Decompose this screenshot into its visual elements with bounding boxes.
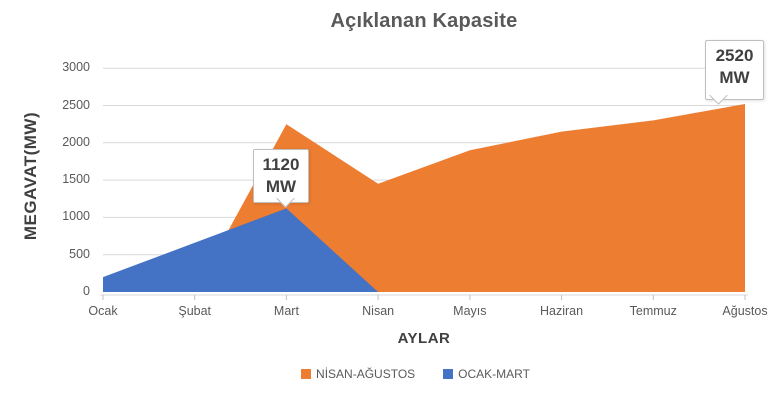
series-area-ni-san-a-ustos [194,104,745,292]
x-tick-label: Ağustos [722,304,768,318]
y-tick-label: 3000 [62,60,90,75]
legend-label: NİSAN-AĞUSTOS [316,367,416,381]
legend-item-ocak-mart: OCAK-MART [443,367,530,381]
legend-swatch [301,369,312,379]
x-tick-label: Şubat [178,304,212,318]
x-tick-label: Ocak [88,304,118,318]
x-tick-label: Mart [273,304,299,318]
y-tick-label: 2000 [62,134,90,149]
x-axis-title: AYLAR [397,330,451,347]
legend-swatch [443,369,454,379]
callout-unit: MW [265,177,297,196]
callout-value: 2520 [715,46,754,65]
chart-title: Açıklanan Kapasite [330,10,518,32]
callout-value: 1120 [262,155,300,174]
y-tick-label: 1500 [62,172,90,187]
series-area-ocak-mart [103,208,379,292]
y-tick-label: 2500 [62,97,90,112]
x-tick-label: Mayıs [453,304,487,318]
y-tick-label: 1000 [62,209,90,224]
data-label-callout-agustos: 2520 MW [705,40,764,105]
y-tick-label: 0 [83,284,90,298]
legend-label: OCAK-MART [458,367,530,381]
x-tick-label: Temmuz [629,304,677,318]
legend-item-ni-san-a-ustos: NİSAN-AĞUSTOS [301,367,415,381]
x-tick-label: Nisan [362,304,395,318]
data-label-callout-mart: 1120 MW [253,149,309,208]
x-tick-label: Haziran [540,304,584,318]
legend: NİSAN-AĞUSTOS OCAK-MART [24,367,783,381]
y-tick-label: 500 [69,246,90,261]
callout-unit: MW [719,68,750,87]
